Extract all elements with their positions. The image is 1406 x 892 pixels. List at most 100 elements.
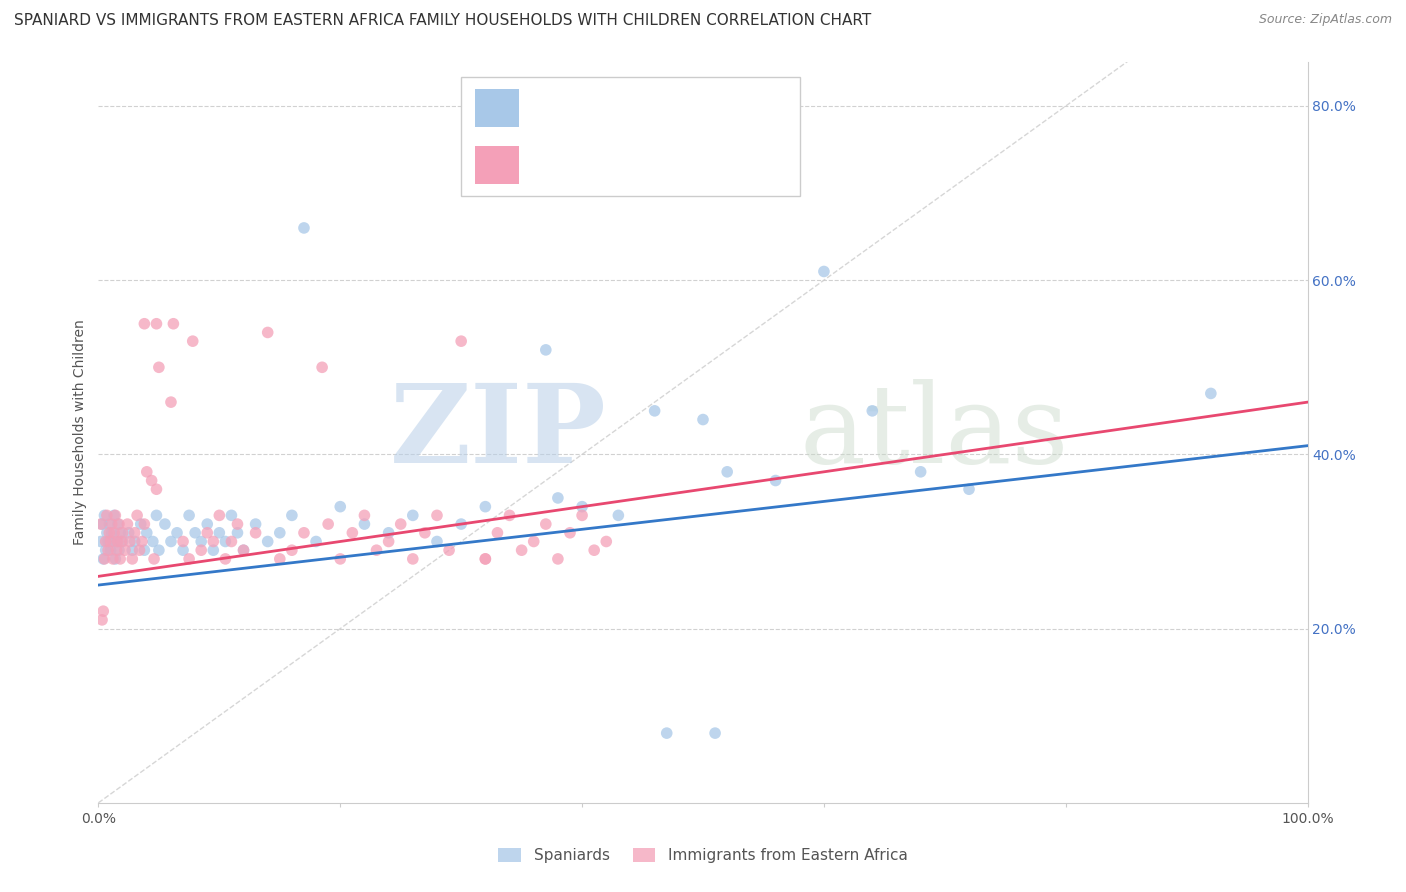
Point	[179, 508, 201, 523]
Point	[190, 543, 212, 558]
Text: ZIP: ZIP	[389, 379, 606, 486]
Point	[101, 534, 124, 549]
Point	[221, 508, 243, 523]
Point	[316, 517, 339, 532]
Point	[117, 517, 139, 532]
Point	[142, 534, 165, 549]
Point	[100, 534, 122, 549]
Point	[486, 525, 509, 540]
Point	[716, 465, 738, 479]
Point	[127, 508, 149, 523]
Point	[107, 534, 129, 549]
Point	[128, 543, 150, 558]
Point	[148, 360, 170, 375]
Point	[160, 395, 183, 409]
Point	[226, 517, 249, 532]
Point	[245, 525, 267, 540]
Point	[190, 534, 212, 549]
Point	[437, 543, 460, 558]
Point	[311, 360, 333, 375]
Point	[160, 534, 183, 549]
Point	[184, 525, 207, 540]
Point	[595, 534, 617, 549]
Point	[389, 517, 412, 532]
Point	[245, 517, 267, 532]
Point	[256, 326, 278, 340]
Point	[226, 525, 249, 540]
Point	[353, 517, 375, 532]
Point	[103, 525, 125, 540]
Point	[134, 517, 156, 532]
Point	[342, 525, 364, 540]
Point	[135, 525, 157, 540]
Point	[172, 543, 194, 558]
Point	[402, 508, 425, 523]
Point	[97, 534, 120, 549]
Point	[93, 552, 115, 566]
Y-axis label: Family Households with Children: Family Households with Children	[73, 319, 87, 546]
Point	[166, 525, 188, 540]
Point	[534, 343, 557, 357]
Point	[181, 334, 204, 348]
Point	[121, 552, 143, 566]
Point	[208, 508, 231, 523]
Point	[104, 552, 127, 566]
Point	[402, 552, 425, 566]
Point	[765, 474, 787, 488]
Point	[100, 517, 122, 532]
Point	[134, 317, 156, 331]
Point	[131, 534, 153, 549]
Point	[195, 517, 218, 532]
Point	[377, 525, 399, 540]
Point	[93, 508, 115, 523]
Point	[97, 543, 120, 558]
Point	[450, 334, 472, 348]
Point	[148, 543, 170, 558]
Point	[214, 552, 236, 566]
Point	[202, 534, 225, 549]
Point	[644, 404, 666, 418]
Text: atlas: atlas	[800, 379, 1070, 486]
Point	[426, 534, 449, 549]
Point	[571, 500, 593, 514]
Point	[108, 543, 131, 558]
Point	[860, 404, 883, 418]
Point	[108, 525, 131, 540]
Point	[413, 525, 436, 540]
Point	[90, 517, 112, 532]
Point	[269, 552, 291, 566]
Point	[153, 517, 176, 532]
Point	[111, 525, 134, 540]
Point	[269, 525, 291, 540]
Point	[202, 543, 225, 558]
Point	[110, 534, 132, 549]
Point	[214, 534, 236, 549]
Point	[98, 525, 121, 540]
Point	[100, 525, 122, 540]
Point	[143, 552, 166, 566]
Point	[366, 543, 388, 558]
Point	[105, 543, 128, 558]
Point	[655, 726, 678, 740]
Point	[145, 482, 167, 496]
Point	[281, 543, 304, 558]
Point	[704, 726, 727, 740]
Point	[571, 508, 593, 523]
Point	[105, 534, 128, 549]
Point	[329, 552, 352, 566]
Point	[172, 534, 194, 549]
Point	[523, 534, 546, 549]
Point	[91, 552, 114, 566]
Point	[91, 613, 114, 627]
Point	[91, 604, 114, 618]
Point	[692, 412, 714, 426]
Point	[292, 525, 315, 540]
Point	[474, 552, 496, 566]
Point	[141, 474, 163, 488]
Point	[118, 534, 141, 549]
Point	[558, 525, 581, 540]
Point	[124, 525, 146, 540]
Point	[94, 534, 117, 549]
Point	[305, 534, 328, 549]
Point	[107, 517, 129, 532]
